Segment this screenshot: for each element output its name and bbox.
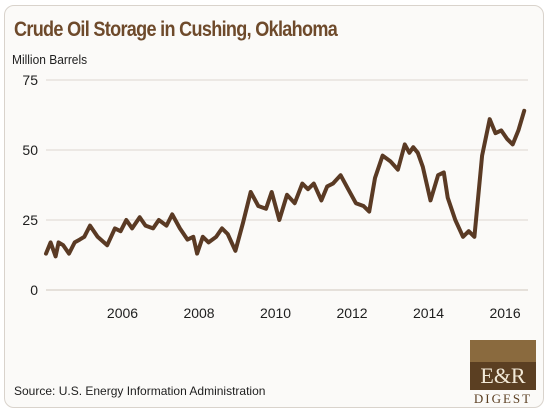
series-line-0 xyxy=(44,108,527,259)
x-tick-label: 2014 xyxy=(413,305,444,321)
x-tick-label: 2008 xyxy=(183,305,214,321)
y-tick-label: 0 xyxy=(30,282,38,298)
x-tick-labels: 2006 2008 2010 2012 2014 2016 xyxy=(107,305,521,321)
y-tick-label: 25 xyxy=(22,212,38,228)
er-digest-logo: E&R DIGEST xyxy=(470,340,536,408)
source-note: Source: U.S. Energy Information Administ… xyxy=(14,384,266,398)
x-tick-label: 2012 xyxy=(336,305,367,321)
x-tick-label: 2016 xyxy=(489,305,520,321)
y-tick-label: 75 xyxy=(22,72,38,88)
y-tick-label: 50 xyxy=(22,142,38,158)
logo-main: E&R xyxy=(470,362,536,390)
gridlines xyxy=(46,79,528,291)
y-tick-labels: 0 25 50 75 xyxy=(22,72,38,298)
series-layer xyxy=(44,108,527,259)
chart-title: Crude Oil Storage in Cushing, Oklahoma xyxy=(14,18,338,41)
x-tick-label: 2006 xyxy=(107,305,138,321)
logo-sub: DIGEST xyxy=(473,391,533,406)
y-axis-label: Million Barrels xyxy=(12,52,88,67)
x-tick-label: 2010 xyxy=(260,305,291,321)
logo-banner xyxy=(470,340,536,362)
